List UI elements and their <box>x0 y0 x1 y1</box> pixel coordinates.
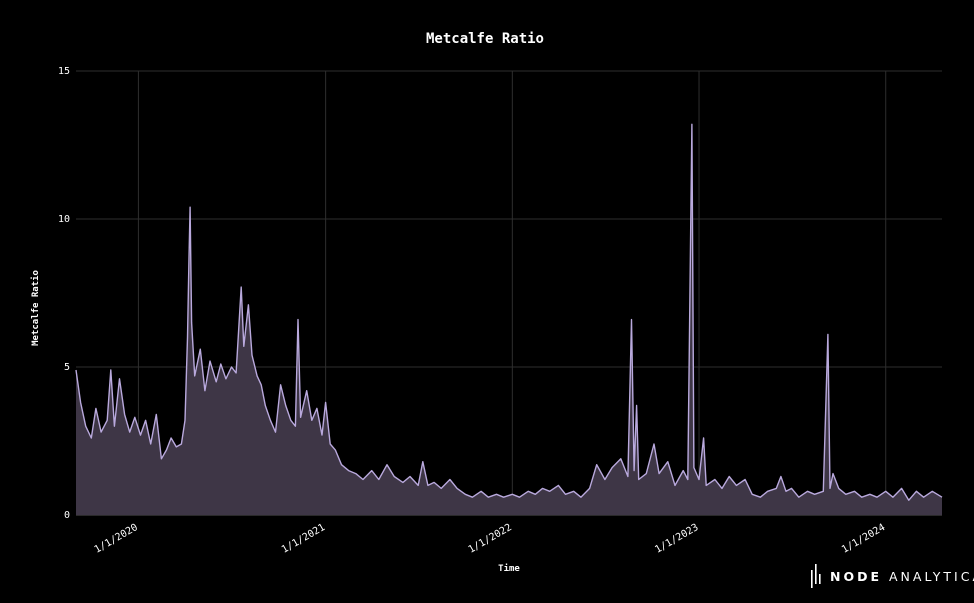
y-tick-label: 15 <box>58 66 70 77</box>
y-tick-label: 0 <box>64 510 70 521</box>
chart-title: Metcalfe Ratio <box>426 31 544 47</box>
brand-name-light: ANALYTICA <box>889 568 974 584</box>
x-tick-label: 1/1/2024 <box>840 522 887 556</box>
x-tick-label: 1/1/2023 <box>653 522 700 556</box>
series-line <box>75 123 943 501</box>
y-tick-label: 10 <box>58 214 70 225</box>
node-analytica-logo-icon <box>811 564 821 588</box>
series-layer <box>75 123 943 516</box>
y-tick-label: 5 <box>64 362 70 373</box>
y-axis-title: Metcalfe Ratio <box>30 270 41 346</box>
x-tick-label: 1/1/2020 <box>93 522 140 556</box>
brand-logo: NODE ANALYTICA <box>810 563 974 589</box>
brand-name: NODE ANALYTICA <box>830 569 974 584</box>
brand-name-bold: NODE <box>830 568 883 584</box>
x-axis-title: Time <box>498 563 520 574</box>
x-tick-label: 1/1/2022 <box>467 522 514 556</box>
series-area <box>76 124 942 516</box>
x-tick-label: 1/1/2021 <box>280 522 327 556</box>
